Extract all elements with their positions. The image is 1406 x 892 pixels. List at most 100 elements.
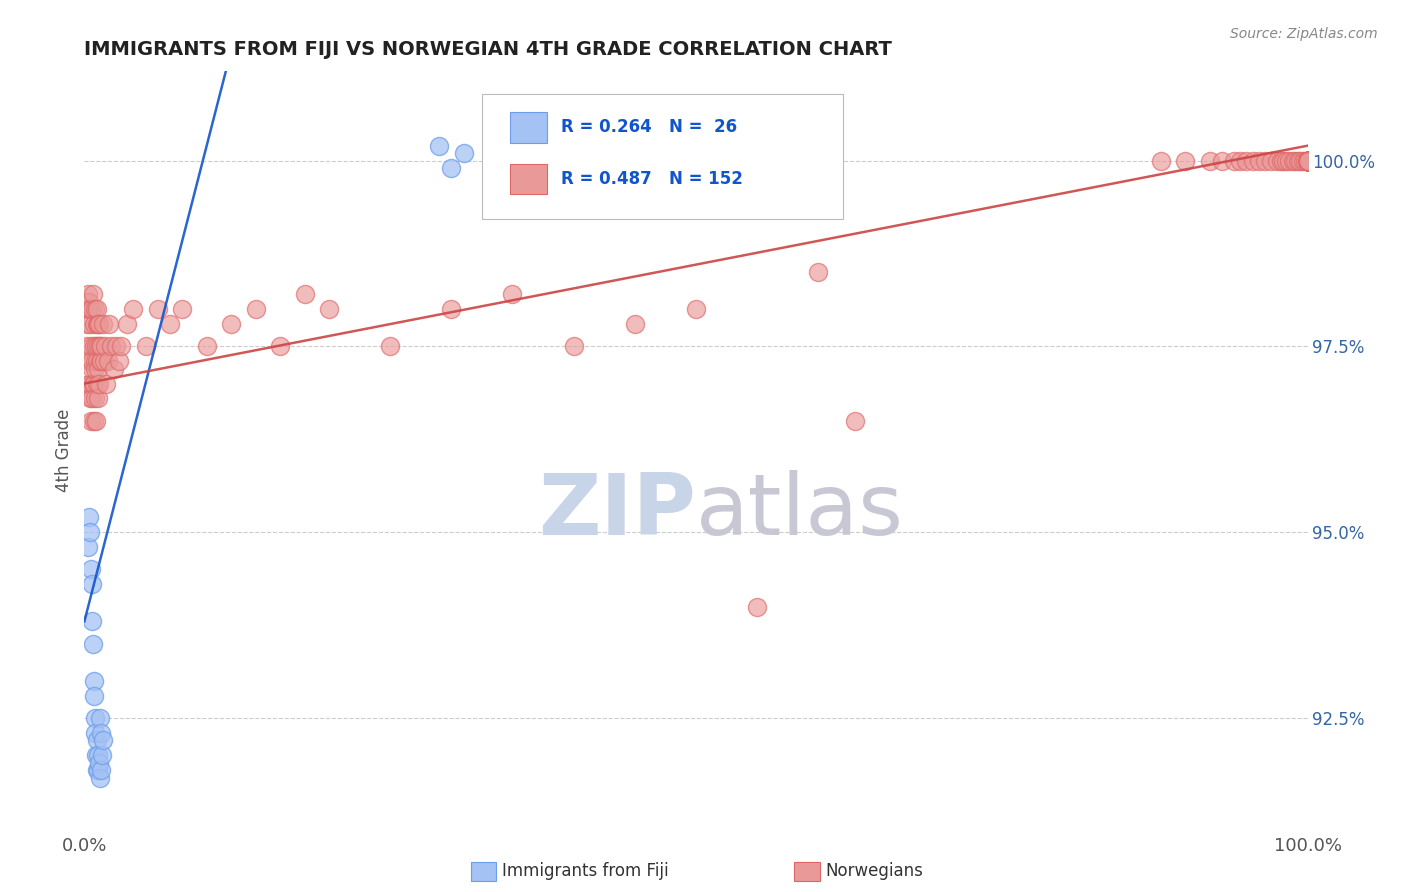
Point (1296, 153, 1319, 168)
Point (90, 763, 112, 777)
Point (115, 317, 138, 331)
Point (1296, 153, 1319, 168)
Point (624, 317, 647, 331)
Point (562, 339, 585, 353)
Point (1286, 153, 1309, 168)
Point (1296, 153, 1319, 168)
Point (84, 726, 107, 740)
Point (77, 302, 100, 317)
Point (453, 146, 475, 161)
Point (87, 763, 110, 777)
Point (294, 287, 316, 301)
Point (122, 302, 145, 317)
Point (1292, 153, 1315, 168)
Point (84, 361, 107, 376)
Point (110, 339, 132, 353)
Point (440, 161, 463, 175)
Point (1296, 153, 1319, 168)
Point (1296, 153, 1319, 168)
Point (1296, 153, 1319, 168)
Point (1296, 153, 1319, 168)
Text: atlas: atlas (696, 469, 904, 553)
Point (502, 287, 524, 301)
Text: R = 0.487   N = 152: R = 0.487 N = 152 (561, 170, 744, 188)
Point (1211, 153, 1233, 168)
Point (82, 637, 104, 651)
Point (146, 302, 169, 317)
Point (844, 414, 866, 428)
Point (1296, 153, 1319, 168)
Point (1274, 153, 1296, 168)
Point (747, 599, 769, 614)
Y-axis label: 4th Grade: 4th Grade (55, 409, 73, 492)
Point (1296, 153, 1319, 168)
Text: IMMIGRANTS FROM FIJI VS NORWEGIAN 4TH GRADE CORRELATION CHART: IMMIGRANTS FROM FIJI VS NORWEGIAN 4TH GR… (84, 39, 893, 59)
Point (1296, 153, 1319, 168)
Point (1296, 153, 1319, 168)
Point (105, 339, 128, 353)
Point (87, 317, 110, 331)
Point (83, 392, 105, 406)
Point (91, 733, 114, 747)
Point (1272, 153, 1295, 168)
Point (79, 302, 101, 317)
Point (89, 339, 111, 353)
Point (1296, 153, 1319, 168)
Point (1282, 153, 1305, 168)
Point (80, 414, 103, 428)
Point (76, 317, 98, 331)
Point (1296, 153, 1319, 168)
Point (1296, 153, 1319, 168)
Point (1241, 153, 1264, 168)
Point (90, 354, 112, 368)
Point (1278, 153, 1301, 168)
Point (1296, 153, 1319, 168)
Point (84, 748, 107, 763)
Point (83, 673, 105, 688)
Point (1296, 153, 1319, 168)
Point (80, 339, 103, 353)
Point (82, 615, 104, 629)
Point (1296, 153, 1319, 168)
Point (1296, 153, 1319, 168)
Point (83, 317, 105, 331)
Text: Source: ZipAtlas.com: Source: ZipAtlas.com (1230, 27, 1378, 41)
Point (1296, 153, 1319, 168)
Point (87, 361, 110, 376)
Point (380, 339, 402, 353)
Point (1296, 153, 1319, 168)
Point (94, 339, 117, 353)
Point (84, 339, 107, 353)
Point (91, 748, 114, 763)
Point (83, 689, 105, 703)
Point (1296, 153, 1319, 168)
Point (89, 771, 111, 785)
Point (100, 339, 122, 353)
Point (96, 376, 118, 391)
Point (86, 763, 108, 777)
Point (1150, 153, 1173, 168)
Point (77, 510, 100, 524)
Point (1289, 153, 1312, 168)
Point (440, 302, 463, 317)
Text: ZIP: ZIP (538, 469, 696, 553)
Point (91, 317, 114, 331)
Point (1296, 153, 1319, 168)
Point (1296, 153, 1319, 168)
Point (219, 317, 242, 331)
Point (90, 339, 112, 353)
Point (97, 354, 120, 368)
Point (1260, 153, 1282, 168)
Point (1284, 153, 1306, 168)
Point (1296, 153, 1319, 168)
Point (1296, 153, 1319, 168)
Point (87, 748, 110, 763)
Point (1296, 153, 1319, 168)
Point (87, 392, 110, 406)
Point (87, 756, 110, 770)
Point (1296, 153, 1319, 168)
Point (83, 376, 105, 391)
Point (1229, 153, 1251, 168)
Point (103, 361, 125, 376)
Point (1296, 153, 1319, 168)
